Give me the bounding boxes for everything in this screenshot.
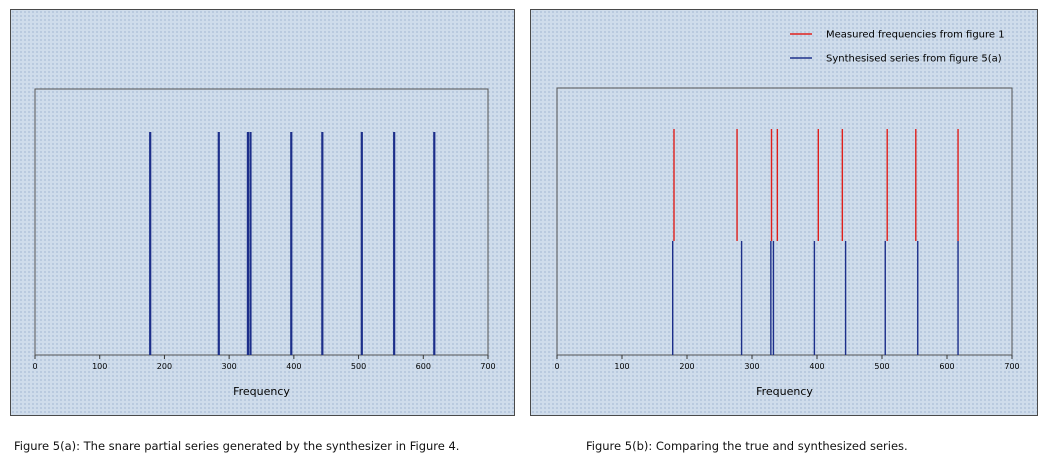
chart-a-x-tick-label: 600 bbox=[416, 362, 431, 371]
chart-b-x-tick-label: 500 bbox=[874, 362, 889, 371]
chart-panel-b: 0 100 200 300 400 500 600 700 Frequency Measured … bbox=[530, 9, 1038, 416]
caption-a: Figure 5(a): The snare partial series ge… bbox=[14, 439, 460, 453]
chart-b-x-tick-label: 100 bbox=[614, 362, 629, 371]
chart-a-svg: 0 100 200 300 400 500 600 700 Frequency bbox=[32, 88, 496, 398]
chart-b-x-tick-label: 300 bbox=[744, 362, 759, 371]
chart-panel-a: 0 100 200 300 400 500 600 700 Frequency bbox=[10, 9, 515, 416]
caption-b: Figure 5(b): Comparing the true and synt… bbox=[586, 439, 908, 453]
chart-b-x-tick-label: 600 bbox=[939, 362, 954, 371]
chart-a-plot-frame bbox=[34, 88, 489, 356]
chart-a-x-tick-label: 0 bbox=[32, 362, 37, 371]
chart-a-x-axis-label: Frequency bbox=[233, 385, 290, 398]
chart-b-x-tick-label: 200 bbox=[679, 362, 694, 371]
chart-b-x-tick-label: 700 bbox=[1004, 362, 1019, 371]
chart-b-x-tick-label: 400 bbox=[809, 362, 824, 371]
chart-b-x-axis-label: Frequency bbox=[756, 385, 813, 398]
chart-b-svg: 0 100 200 300 400 500 600 700 Frequency Measured … bbox=[554, 30, 1019, 399]
chart-b-legend-label: Synthesised series from figure 5(a) bbox=[826, 54, 1002, 65]
chart-a-x-tick-label: 200 bbox=[157, 362, 172, 371]
chart-b-legend-label: Measured frequencies from figure 1 bbox=[826, 30, 1005, 41]
chart-a-x-tick-label: 700 bbox=[480, 362, 495, 371]
chart-a-x-tick-label: 300 bbox=[222, 362, 237, 371]
chart-a-x-tick-label: 100 bbox=[92, 362, 107, 371]
chart-b-plot-frame bbox=[556, 87, 1013, 356]
chart-a-x-tick-label: 500 bbox=[351, 362, 366, 371]
chart-a-x-tick-label: 400 bbox=[286, 362, 301, 371]
chart-b-x-tick-label: 0 bbox=[554, 362, 559, 371]
